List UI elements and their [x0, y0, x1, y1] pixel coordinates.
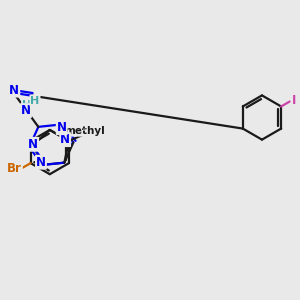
Text: N: N: [60, 133, 70, 146]
Text: H: H: [30, 96, 40, 106]
Text: N: N: [28, 138, 38, 151]
Text: methyl: methyl: [64, 126, 104, 136]
Text: methyl: methyl: [82, 129, 87, 130]
Text: Br: Br: [7, 162, 22, 176]
Text: methyl: methyl: [82, 129, 87, 130]
Text: N: N: [36, 156, 46, 169]
Text: N: N: [21, 104, 31, 117]
Text: N: N: [57, 121, 67, 134]
Text: I: I: [292, 94, 296, 107]
Text: H: H: [22, 100, 31, 110]
Text: N: N: [9, 84, 19, 97]
